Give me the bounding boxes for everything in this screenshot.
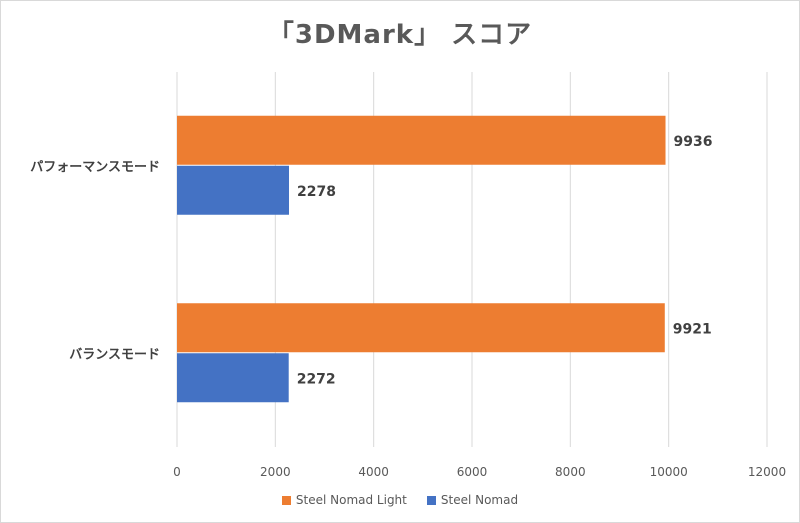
- data-label: 9921: [673, 321, 712, 337]
- legend-swatch-steel-nomad-light: [281, 495, 291, 505]
- x-tick-label: 6000: [457, 465, 488, 479]
- data-label: 9936: [674, 134, 713, 150]
- x-tick-label: 10000: [650, 465, 688, 479]
- legend-label-steel-nomad: Steel Nomad: [440, 493, 519, 507]
- x-tick-label: 0: [173, 465, 181, 479]
- legend-label-steel-nomad-light: Steel Nomad Light: [295, 493, 407, 507]
- legend-item-steel-nomad: Steel Nomad: [426, 493, 519, 507]
- data-label: 2278: [297, 184, 336, 200]
- chart-title: 「3DMark」 スコア: [267, 20, 533, 50]
- bar: [177, 353, 289, 403]
- x-tick-label: 2000: [260, 465, 291, 479]
- x-tick-label: 12000: [748, 465, 786, 479]
- x-tick-label: 4000: [358, 465, 389, 479]
- legend: Steel Nomad Light Steel Nomad: [0, 493, 800, 507]
- bar: [177, 303, 665, 353]
- data-label: 2272: [297, 371, 336, 387]
- legend-swatch-steel-nomad: [426, 495, 436, 505]
- category-label: パフォーマンスモード: [30, 160, 160, 175]
- legend-item-steel-nomad-light: Steel Nomad Light: [281, 493, 407, 507]
- x-tick-label: 8000: [555, 465, 586, 479]
- category-label: バランスモード: [69, 347, 160, 362]
- bar: [177, 115, 666, 165]
- bar: [177, 165, 290, 215]
